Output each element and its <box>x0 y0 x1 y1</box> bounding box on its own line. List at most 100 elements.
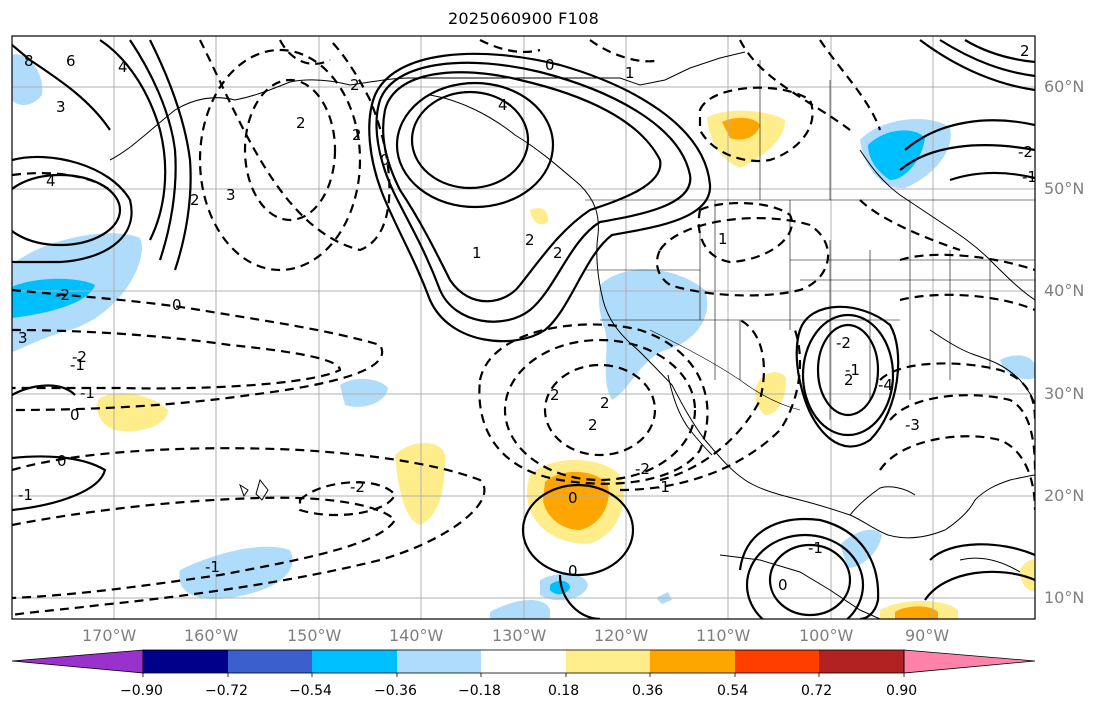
contour-label-group: 8 6 4 3 4 3 2 4 0 1 2 2 1 3 -2 -1 0 -2 -… <box>18 42 1037 594</box>
shade-pos-area <box>97 393 168 432</box>
contour-label: -2 <box>72 348 87 366</box>
lon-label: 90°W <box>905 626 950 645</box>
contour-label: 4 <box>498 96 508 114</box>
colorbar-segment <box>650 650 735 673</box>
lat-label: 10°N <box>1044 588 1085 607</box>
contours-solid <box>12 39 1035 619</box>
lat-label: 30°N <box>1044 384 1085 403</box>
colorbar-tick-label: 0.72 <box>801 683 833 699</box>
contour-label: 2 <box>844 371 854 389</box>
contour-label: 0 <box>568 562 578 580</box>
contour-label: 1 <box>472 244 482 262</box>
lat-label: 60°N <box>1044 77 1085 96</box>
shade-pos-area <box>395 442 445 525</box>
lon-label: 150°W <box>287 626 342 645</box>
contour-label: 4 <box>46 172 56 190</box>
lat-label: 40°N <box>1044 281 1085 300</box>
contour-label: 1 <box>718 230 728 248</box>
contour-label: -1 <box>1022 168 1037 186</box>
lon-label: 120°W <box>594 626 649 645</box>
colorbar-tick-label: 0.18 <box>548 683 580 699</box>
colorbar-segment <box>228 650 312 673</box>
political-borders <box>585 60 1035 420</box>
contour-label: -2 <box>350 478 365 496</box>
coastlines <box>109 51 1035 619</box>
colorbar-segment <box>819 650 904 673</box>
contour-label: -4 <box>878 376 893 394</box>
shade-neg-area <box>490 600 550 619</box>
contour-label: 2 <box>550 386 560 404</box>
contour-label: -2 <box>635 460 650 478</box>
contour-label: -1 <box>808 539 823 557</box>
lat-label: 50°N <box>1044 179 1085 198</box>
contour-label: 2 <box>588 416 598 434</box>
colorbar-segment <box>143 650 228 673</box>
map-frame <box>11 35 1036 620</box>
shade-neg-area <box>840 529 882 568</box>
contour-label: 2 <box>525 231 535 249</box>
contour-label: 3 <box>18 329 28 347</box>
lon-label: 170°W <box>82 626 137 645</box>
colorbar-tick-label: 0.36 <box>632 683 664 699</box>
contour-label: 2 <box>600 394 610 412</box>
contour-label: -1 <box>70 356 85 374</box>
colorbar-tick-label: −0.54 <box>289 683 332 699</box>
lat-label: 20°N <box>1044 486 1085 505</box>
contour-label: -1 <box>845 361 860 379</box>
contour-label: 2 <box>350 76 360 94</box>
colorbar-segment <box>735 650 819 673</box>
contours-dashed <box>12 39 1035 617</box>
contour-label: 0 <box>172 296 182 314</box>
shade-pos-core <box>895 606 938 619</box>
contour-label: 3 <box>56 98 66 116</box>
contour-label: -1 <box>18 486 33 504</box>
lon-label: 100°W <box>799 626 854 645</box>
contour-label: 4 <box>118 58 128 76</box>
lon-label: 110°W <box>696 626 751 645</box>
shade-neg-area <box>12 54 43 105</box>
contour-label: 6 <box>66 52 76 70</box>
shade-neg-core <box>12 278 95 318</box>
shade-pos-core <box>722 117 760 140</box>
contour-label: 0 <box>545 56 555 74</box>
shade-pos-area <box>1020 559 1035 592</box>
map-title: 2025060900 F108 <box>447 9 600 28</box>
contour-label: 0 <box>70 406 80 424</box>
contour-label: -1 <box>205 558 220 576</box>
contour-label: 0 <box>568 489 578 507</box>
colorbar-tick-label: 0.90 <box>886 683 918 699</box>
contour-label: 2 <box>1020 42 1030 60</box>
shade-neg-area <box>340 378 388 407</box>
colorbar-extend-low <box>11 649 144 674</box>
colorbar-tick-label: −0.90 <box>120 683 163 699</box>
contour-label: 2 <box>553 244 563 262</box>
colorbar-tick-label: 0.54 <box>717 683 749 699</box>
contour-label: -1 <box>655 478 670 496</box>
graticule <box>12 36 1035 619</box>
contour-label: -2 <box>836 334 851 352</box>
contour-label: 3 <box>226 186 236 204</box>
contour-label: 2 <box>352 126 362 144</box>
colorbar-segment <box>397 650 481 673</box>
contour-label: 0 <box>380 151 390 169</box>
shade-neg-core <box>868 130 925 180</box>
contour-label: -2 <box>1018 143 1033 161</box>
contour-label: 2 <box>190 191 200 209</box>
shade-pos-area <box>530 208 549 225</box>
contour-label: -3 <box>905 416 920 434</box>
contour-label: 8 <box>24 52 34 70</box>
colorbar <box>11 649 1036 677</box>
shade-neg-area <box>1000 355 1035 380</box>
colorbar-segment <box>481 650 566 673</box>
colorbar-tick-label: −0.72 <box>205 683 248 699</box>
lon-label: 140°W <box>389 626 444 645</box>
contour-label: -1 <box>80 384 95 402</box>
contour-label: 1 <box>625 64 635 82</box>
colorbar-segment <box>566 650 650 673</box>
colorbar-tick-label: −0.18 <box>458 683 501 699</box>
contour-label: 0 <box>778 576 788 594</box>
contour-label: 2 <box>296 114 306 132</box>
contour-label: 0 <box>57 452 67 470</box>
lon-label: 160°W <box>184 626 239 645</box>
